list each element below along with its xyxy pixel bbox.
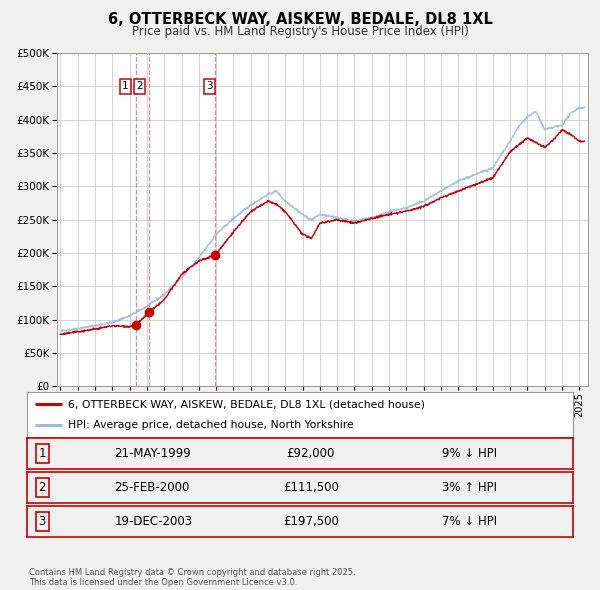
Text: 1: 1 (38, 447, 46, 460)
Text: 3: 3 (38, 515, 46, 528)
Text: 25-FEB-2000: 25-FEB-2000 (115, 481, 190, 494)
Text: 6, OTTERBECK WAY, AISKEW, BEDALE, DL8 1XL (detached house): 6, OTTERBECK WAY, AISKEW, BEDALE, DL8 1X… (68, 399, 425, 409)
Text: 3% ↑ HPI: 3% ↑ HPI (442, 481, 497, 494)
Text: £111,500: £111,500 (283, 481, 339, 494)
Text: Price paid vs. HM Land Registry's House Price Index (HPI): Price paid vs. HM Land Registry's House … (131, 25, 469, 38)
Text: 7% ↓ HPI: 7% ↓ HPI (442, 515, 497, 528)
Text: 3: 3 (206, 81, 212, 91)
Text: Contains HM Land Registry data © Crown copyright and database right 2025.
This d: Contains HM Land Registry data © Crown c… (29, 568, 355, 587)
Text: 2: 2 (136, 81, 142, 91)
Text: £92,000: £92,000 (287, 447, 335, 460)
Text: 2: 2 (38, 481, 46, 494)
Text: 19-DEC-2003: 19-DEC-2003 (115, 515, 193, 528)
Text: HPI: Average price, detached house, North Yorkshire: HPI: Average price, detached house, Nort… (68, 419, 354, 430)
Text: 9% ↓ HPI: 9% ↓ HPI (442, 447, 497, 460)
Text: £197,500: £197,500 (283, 515, 339, 528)
Text: 6, OTTERBECK WAY, AISKEW, BEDALE, DL8 1XL: 6, OTTERBECK WAY, AISKEW, BEDALE, DL8 1X… (107, 12, 493, 27)
Text: 21-MAY-1999: 21-MAY-1999 (115, 447, 191, 460)
Text: 1: 1 (122, 81, 128, 91)
